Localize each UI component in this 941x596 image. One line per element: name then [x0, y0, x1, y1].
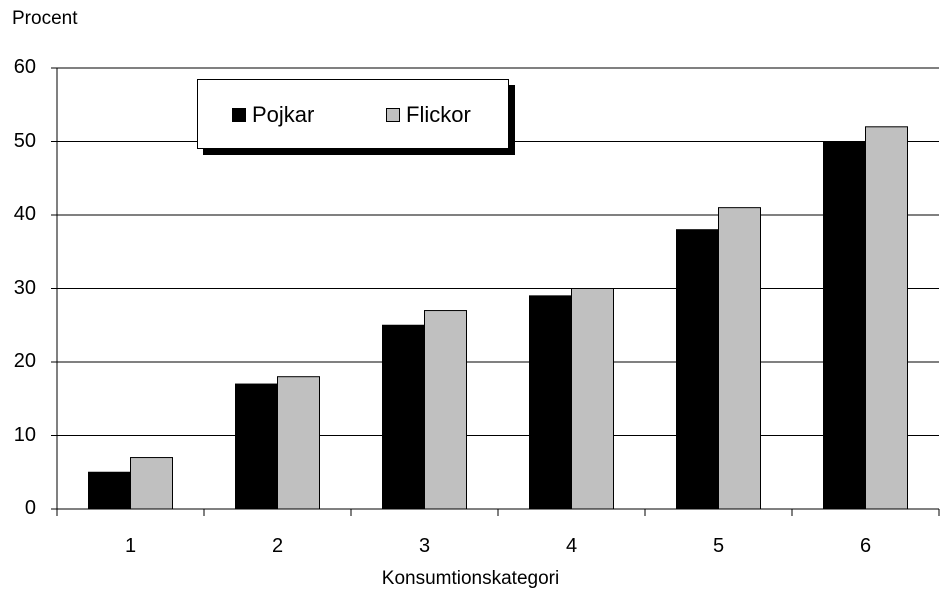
axes: [51, 67, 940, 516]
y-tick-label: 60: [13, 56, 36, 78]
x-tick-label: 6: [859, 535, 872, 557]
x-axis-label: Konsumtionskategori: [381, 568, 560, 589]
bar-pojkar-2: [235, 383, 278, 510]
y-tick-label: 20: [13, 350, 36, 372]
x-tick-label: 4: [565, 535, 578, 557]
bar-flickor-5: [718, 207, 761, 510]
bar-flickor-6: [865, 126, 908, 510]
legend-swatch-flickor: [386, 108, 400, 122]
bar-pojkar-5: [676, 229, 719, 510]
y-tick-label: 40: [13, 203, 36, 225]
x-tick-label: 2: [271, 535, 284, 557]
x-tick-label: 1: [124, 535, 137, 557]
legend: Pojkar Flickor: [197, 79, 509, 149]
legend-label-flickor: Flickor: [406, 102, 471, 127]
bar-pojkar-6: [823, 141, 866, 510]
y-tick-label: 50: [13, 129, 36, 152]
bar-flickor-2: [277, 376, 320, 510]
y-axis-label: Procent: [12, 8, 78, 29]
y-tick-label: 30: [13, 276, 36, 299]
bars: [88, 126, 908, 510]
y-tick-label: 10: [13, 423, 36, 446]
bar-flickor-4: [571, 288, 614, 510]
x-tick-label: 3: [418, 535, 431, 557]
legend-item-flickor: Flickor: [386, 102, 471, 128]
legend-swatch-pojkar: [232, 108, 246, 122]
legend-item-pojkar: Pojkar: [232, 102, 314, 128]
x-tick-label: 5: [712, 535, 725, 557]
bar-pojkar-3: [382, 324, 425, 510]
legend-label-pojkar: Pojkar: [252, 102, 315, 127]
bar-pojkar-4: [529, 295, 572, 510]
bar-pojkar-1: [88, 471, 131, 510]
y-tick-label: 0: [24, 497, 36, 519]
bar-flickor-1: [130, 457, 173, 510]
bar-flickor-3: [424, 310, 467, 510]
